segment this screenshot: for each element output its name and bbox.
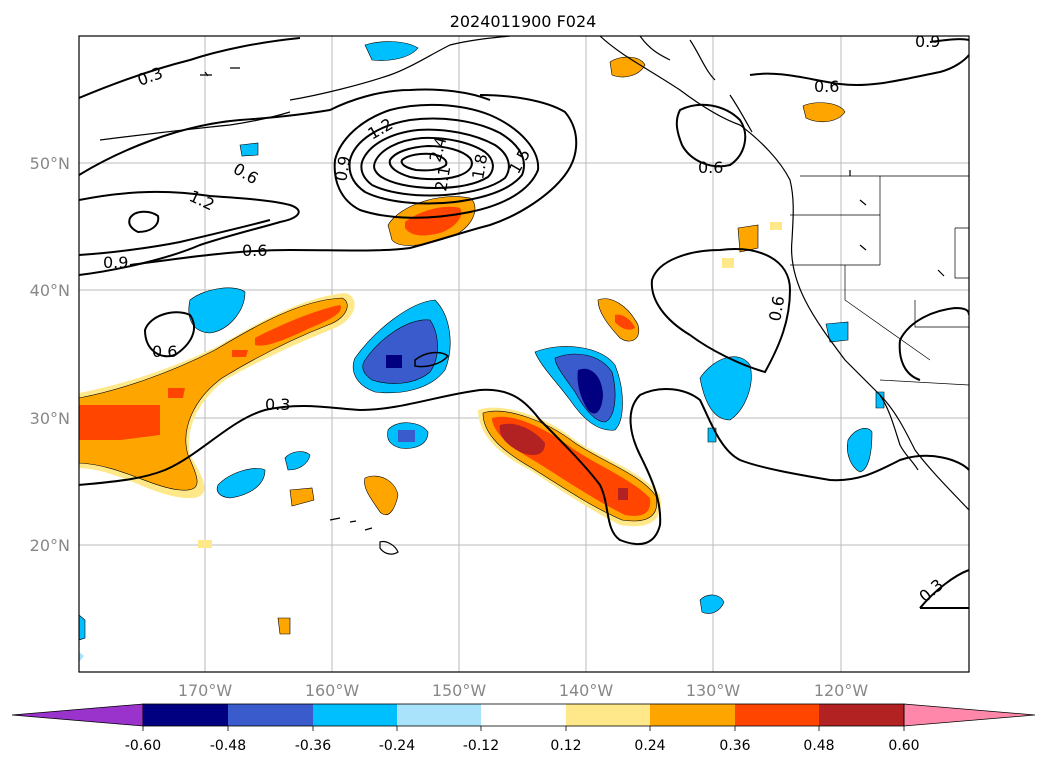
lat-label-50n: 50°N: [30, 154, 70, 173]
contour-0.6-west: [79, 219, 271, 256]
contour-label: 0.6: [765, 294, 788, 322]
colorbar-tick-label: 0.12: [550, 738, 581, 754]
contour-label: 1.8: [468, 152, 491, 180]
colorbar-segment: [481, 704, 566, 726]
lat-label-20n: 20°N: [30, 536, 70, 555]
contour-label: 0.3: [265, 395, 290, 414]
contour-0.6-closed-west: [128, 210, 160, 234]
colorbar-segment: [397, 704, 482, 726]
contour-label: 0.3: [915, 575, 947, 606]
contour-0.3-southeast: [919, 569, 969, 609]
lat-label-40n: 40°N: [30, 281, 70, 300]
contour-0.6-canada: [749, 54, 969, 87]
latitude-labels: 50°N 40°N 30°N 20°N: [30, 154, 70, 555]
contour-1.5: [348, 117, 525, 205]
colorbar-tick-label: -0.24: [379, 738, 415, 754]
contour-label: 0.9: [331, 154, 354, 182]
colorbar-tick-label: 0.60: [888, 738, 919, 754]
colorbar-segment: [313, 704, 398, 726]
contour-2.1: [373, 136, 494, 190]
contour-0.6-closed-southwest: [143, 311, 195, 358]
max-positive-core: [499, 423, 545, 455]
colorbar-segment: [819, 704, 904, 726]
contour-label: 1.5: [505, 145, 534, 177]
contour-label: 0.9: [103, 253, 128, 272]
colorbar-tick-label: -0.60: [125, 738, 161, 754]
contour-0.3-north: [79, 37, 301, 99]
contour-label: 1.2: [186, 186, 217, 214]
contour-0.6-low: [129, 94, 578, 266]
colorbar-segment: [566, 704, 651, 726]
contour-1.8: [360, 128, 510, 197]
colorbar-under-arrow: [11, 703, 144, 727]
contour-1.2: [333, 103, 540, 219]
contour-label: 0.6: [698, 158, 723, 177]
colorbar-segment: [228, 704, 313, 726]
colorbar-tick-label: -0.48: [210, 738, 246, 754]
contour-label: 0.9: [915, 32, 940, 51]
colorbar-segment: [735, 704, 820, 726]
colorbar-segment: [650, 704, 735, 726]
contour-label: 2.4: [426, 135, 451, 165]
lat-label-30n: 30°N: [30, 409, 70, 428]
colorbar-tick-label: -0.36: [295, 738, 331, 754]
hawaii-islands: [329, 517, 399, 555]
contour-lines: [79, 37, 969, 609]
colorbar-segment: [143, 704, 228, 726]
lon-label-140w: 140°W: [559, 681, 614, 700]
contour-0.6-east: [650, 248, 792, 374]
longitude-labels: 170°W 160°W 150°W 140°W 130°W 120°W: [178, 681, 869, 700]
positive-band-west-red: [79, 405, 160, 440]
colorbar-tick-label: 0.48: [803, 738, 834, 754]
map-frame: [78, 35, 970, 673]
shaded-anomaly-fields: [79, 41, 885, 662]
contour-2.4: [388, 144, 473, 181]
us-state-borders: [790, 175, 969, 386]
alaska-peninsula: [289, 36, 511, 101]
lon-label-170w: 170°W: [178, 681, 233, 700]
contour-label: 2.1: [431, 164, 454, 192]
contour-0.6-north: [79, 88, 491, 176]
negative-anomaly-west: [188, 287, 246, 334]
lon-label-160w: 160°W: [305, 681, 360, 700]
lon-label-120w: 120°W: [814, 681, 869, 700]
colorbar-tick-label: -0.12: [463, 738, 499, 754]
contour-label: 0.6: [242, 241, 267, 260]
contour-0.9-west: [79, 190, 300, 276]
colorbar-over-arrow: [903, 703, 1036, 727]
contour-label: 0.6: [152, 342, 177, 361]
colorbar-ticks: [142, 726, 905, 731]
plot-title: 2024011900 F024: [450, 12, 597, 31]
positive-band-west-orange: [79, 297, 348, 491]
contour-label: 0.6: [814, 77, 839, 96]
lon-label-130w: 130°W: [686, 681, 741, 700]
colorbar-tick-label: 0.36: [719, 738, 750, 754]
colorbar-tick-label: 0.24: [634, 738, 665, 754]
lon-label-150w: 150°W: [432, 681, 487, 700]
colorbar-frame: [142, 703, 905, 727]
contour-0.3-south: [79, 388, 969, 546]
positive-band-west-red2: [255, 305, 341, 346]
colorbar: -0.60 -0.48 -0.36 -0.24 -0.12 0.12 0.24 …: [11, 703, 1036, 754]
